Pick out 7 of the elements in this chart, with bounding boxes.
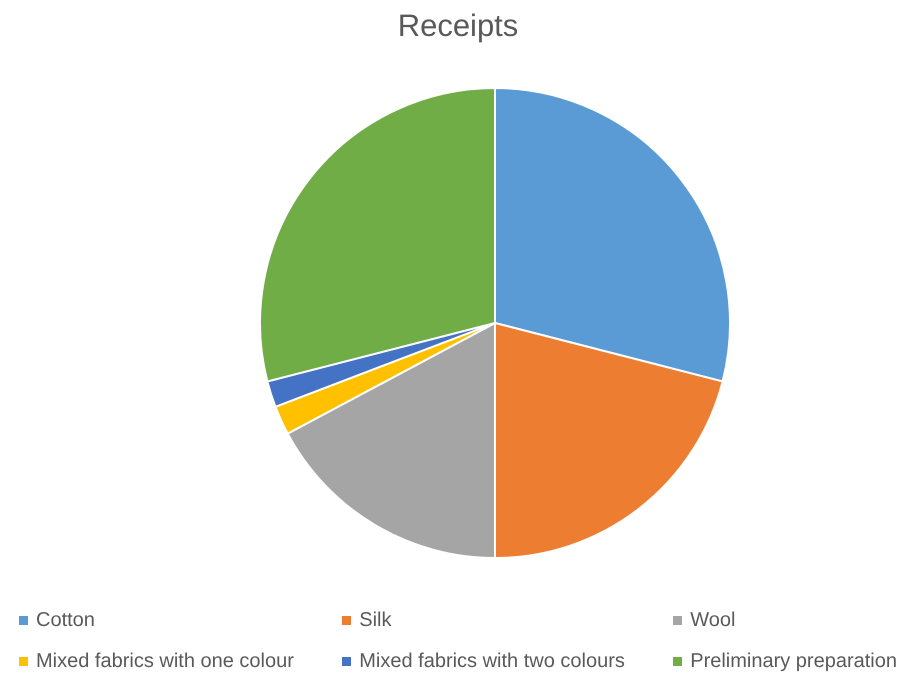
legend-label: Mixed fabrics with two colours <box>359 650 625 673</box>
legend-label: Preliminary preparation <box>690 650 897 673</box>
legend-label: Cotton <box>36 609 95 632</box>
legend-label: Silk <box>359 609 392 632</box>
legend-label: Mixed fabrics with one colour <box>36 650 294 673</box>
legend-label: Wool <box>690 609 736 632</box>
chart-title: Receipts <box>396 8 520 44</box>
